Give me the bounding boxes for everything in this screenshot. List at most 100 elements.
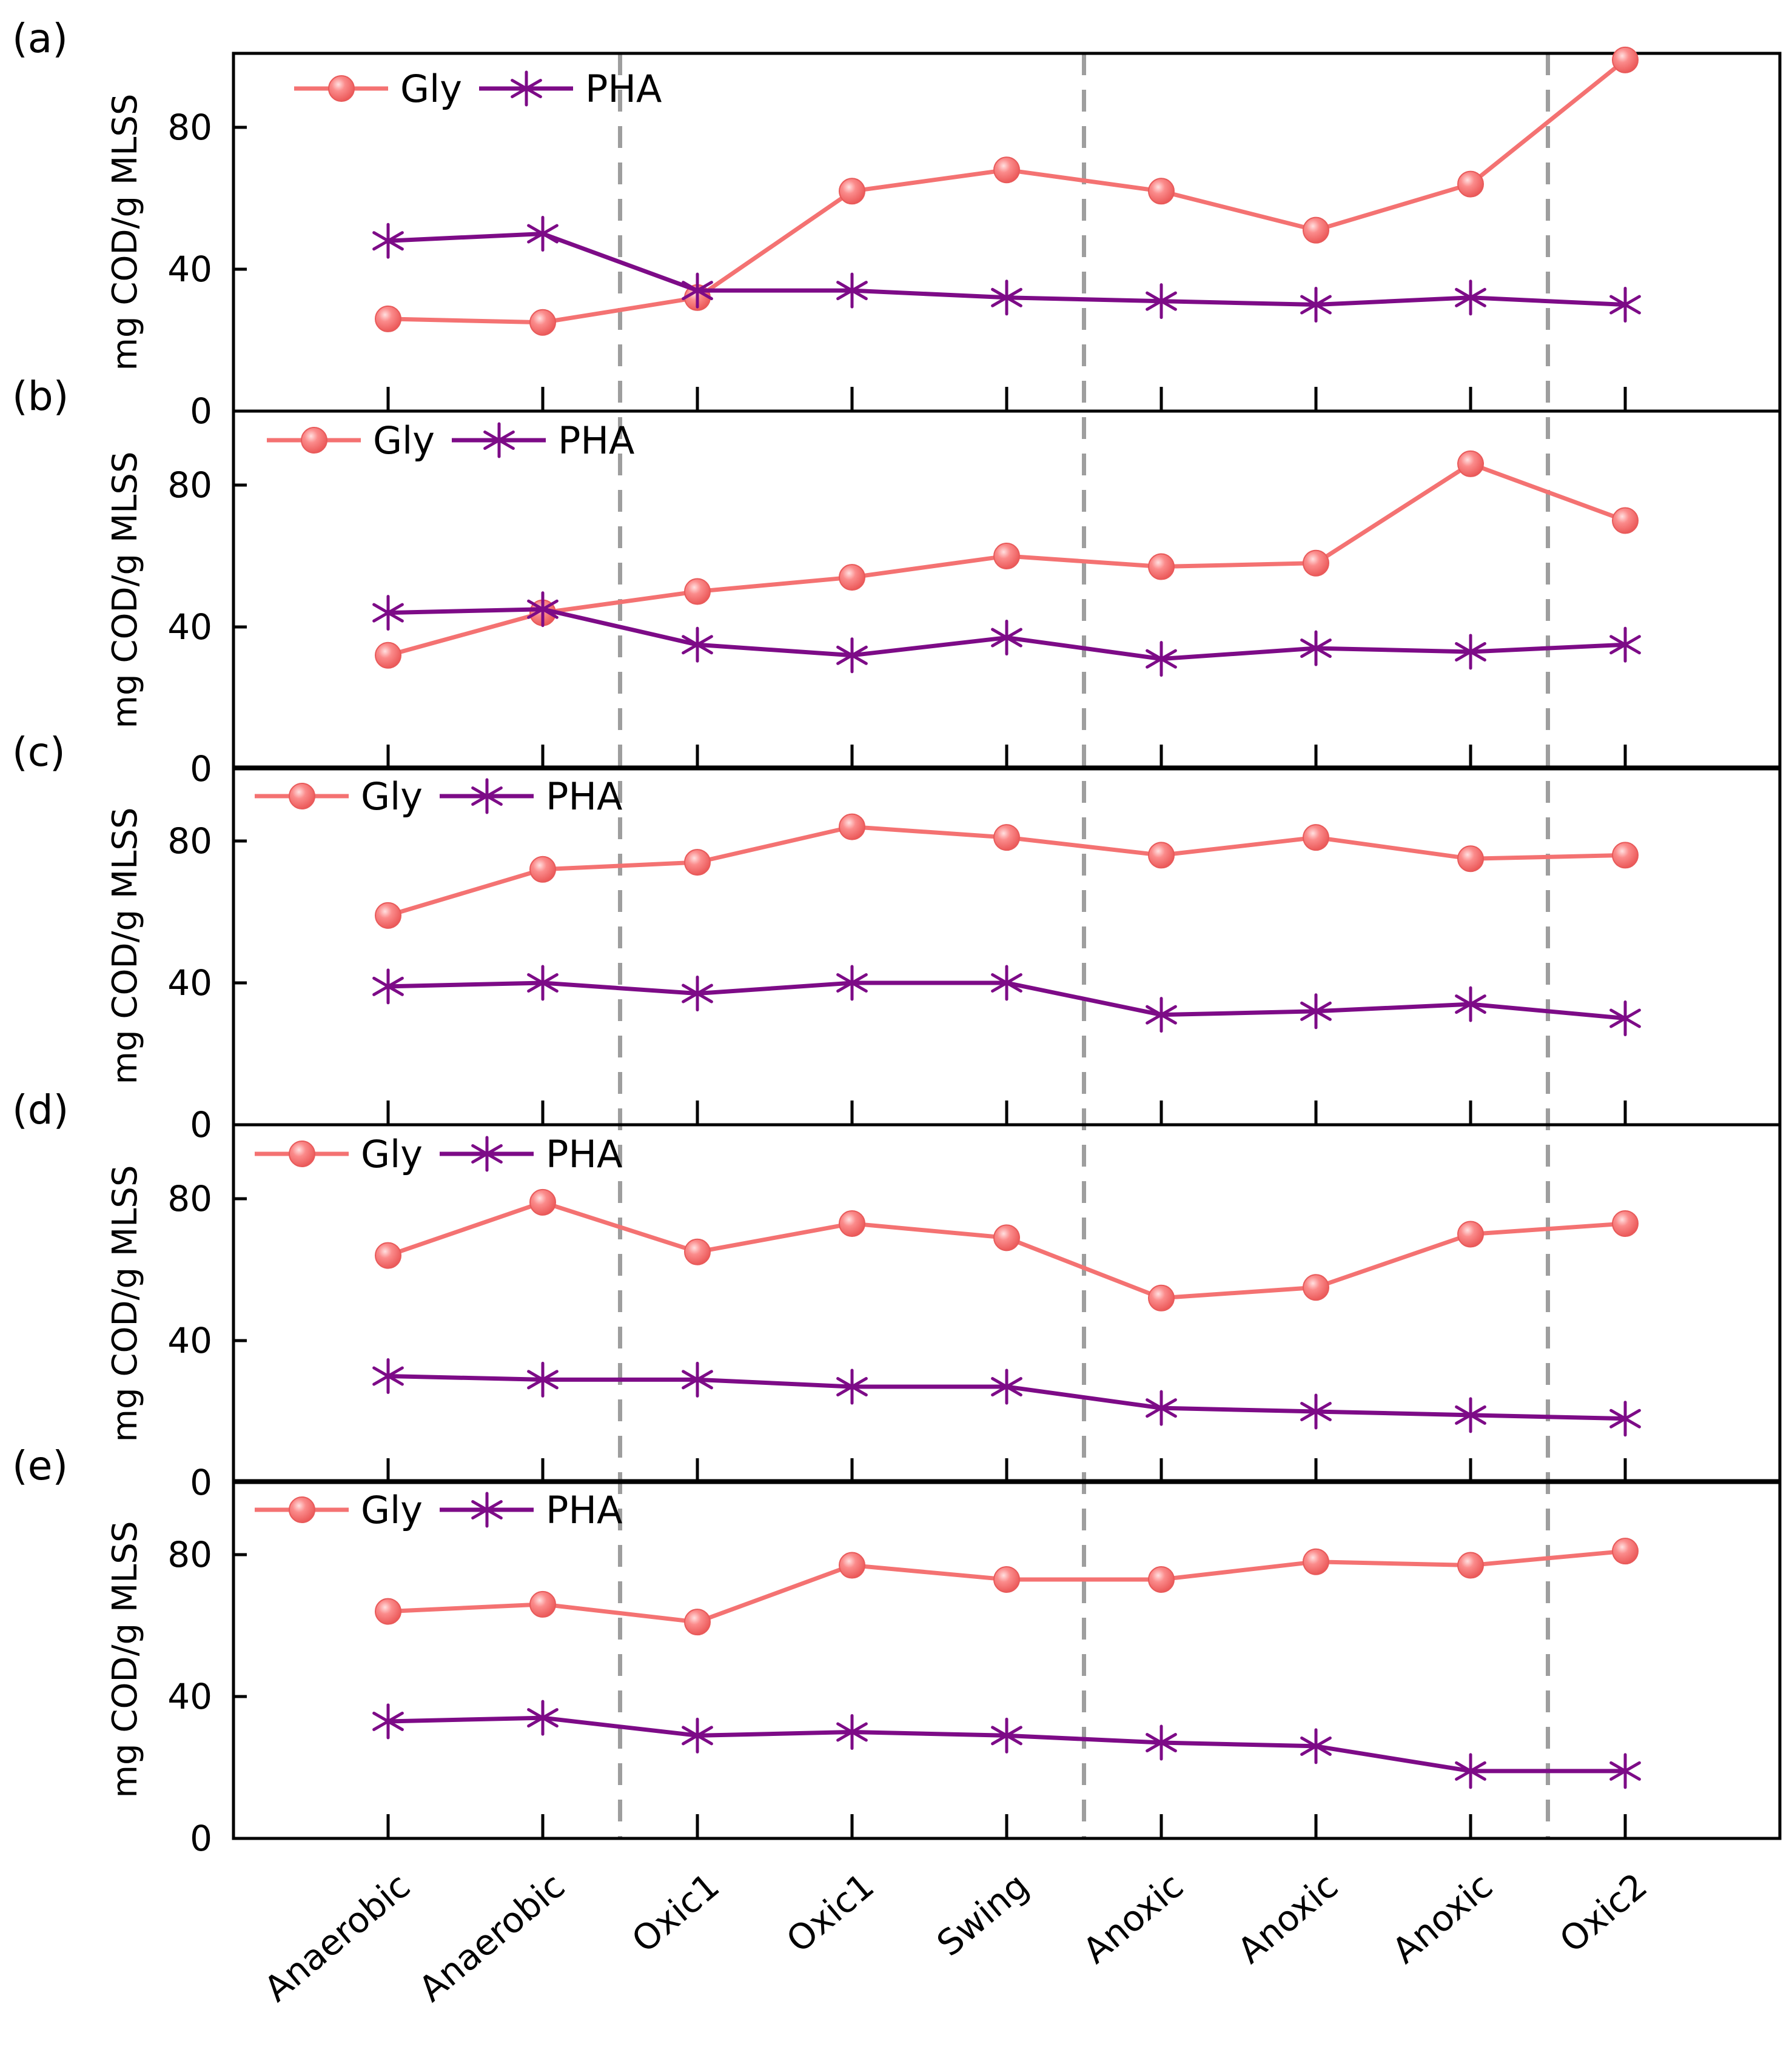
pha-point bbox=[1609, 287, 1641, 323]
gly-point bbox=[1303, 824, 1329, 851]
legend-gly-marker bbox=[289, 1496, 315, 1523]
x-category-label: Oxic1 bbox=[624, 1865, 727, 1961]
y-axis-title: mg COD/g MLSS bbox=[106, 1165, 145, 1442]
y-tick-label: 80 bbox=[167, 820, 212, 862]
legend: Gly PHA bbox=[255, 1488, 622, 1532]
pha-point bbox=[836, 1714, 868, 1750]
legend-gly-marker bbox=[301, 427, 327, 454]
pha-point bbox=[1455, 634, 1486, 670]
legend-gly-label: Gly bbox=[373, 418, 435, 463]
x-category-label: Anoxic bbox=[1230, 1865, 1346, 1972]
y-axis-title: mg COD/g MLSS bbox=[106, 807, 145, 1084]
y-axis-title: mg COD/g MLSS bbox=[106, 451, 145, 728]
legend-pha-label: PHA bbox=[585, 67, 662, 111]
legend: Gly PHA bbox=[294, 67, 662, 111]
pha-point bbox=[991, 280, 1022, 316]
pha-point bbox=[991, 965, 1022, 1001]
legend-pha-label: PHA bbox=[546, 774, 622, 819]
panel-label: (d) bbox=[12, 1087, 69, 1133]
pha-point bbox=[372, 223, 404, 259]
pha-point bbox=[1146, 1390, 1177, 1426]
gly-point bbox=[993, 543, 1020, 569]
legend-gly-label: Gly bbox=[361, 1132, 423, 1176]
x-category-label: Anoxic bbox=[1075, 1865, 1191, 1972]
pha-point bbox=[682, 1361, 713, 1398]
y-tick-label: 40 bbox=[167, 1676, 212, 1717]
y-tick-label: 0 bbox=[190, 1462, 212, 1503]
pha-point bbox=[1300, 1728, 1332, 1764]
gly-point bbox=[1612, 507, 1639, 534]
pha-point bbox=[527, 591, 559, 628]
gly-point bbox=[684, 849, 711, 876]
y-tick-label: 40 bbox=[167, 962, 212, 1003]
legend-pha-label: PHA bbox=[546, 1132, 622, 1176]
gly-point bbox=[375, 902, 401, 929]
x-category-label: Swing bbox=[929, 1865, 1036, 1965]
x-category-label: Anoxic bbox=[1384, 1865, 1500, 1972]
gly-point bbox=[839, 564, 865, 591]
y-tick-label: 0 bbox=[190, 1818, 212, 1859]
pha-point bbox=[527, 965, 559, 1001]
gly-point bbox=[1303, 549, 1329, 577]
gly-point bbox=[375, 1598, 401, 1625]
gly-point bbox=[684, 578, 711, 605]
pha-point bbox=[836, 965, 868, 1001]
legend-pha-marker bbox=[511, 70, 542, 107]
gly-point bbox=[993, 1224, 1020, 1251]
pha-point bbox=[372, 1358, 404, 1394]
y-axis-title: mg COD/g MLSS bbox=[106, 1521, 145, 1798]
y-tick-label: 40 bbox=[167, 1320, 212, 1361]
y-axis-title: mg COD/g MLSS bbox=[106, 93, 145, 370]
gly-point bbox=[1148, 1284, 1175, 1312]
pha-point bbox=[1609, 1753, 1641, 1789]
x-category-label: Oxic2 bbox=[1552, 1865, 1655, 1961]
panel-c: 0 40 80 (c) mg COD/g MLSS Gly PHA bbox=[12, 729, 1782, 1145]
gly-point bbox=[684, 1609, 711, 1636]
gly-point bbox=[1457, 845, 1484, 873]
panel-d: 0 40 80 (d) mg COD/g MLSS Gly PHA bbox=[12, 1087, 1782, 1503]
gly-point bbox=[839, 178, 865, 205]
legend-gly-marker bbox=[289, 783, 315, 809]
panel-a: 0 40 80 (a) mg COD/g MLSS Gly PHA bbox=[12, 15, 1782, 432]
y-tick-label: 0 bbox=[190, 748, 212, 789]
pha-point bbox=[372, 968, 404, 1005]
pha-point bbox=[1609, 1401, 1641, 1437]
pha-point bbox=[1609, 1000, 1641, 1036]
gly-point bbox=[839, 1210, 865, 1237]
x-category-label: Oxic1 bbox=[779, 1865, 882, 1961]
legend-pha-marker bbox=[483, 422, 515, 458]
gly-point bbox=[1303, 216, 1329, 244]
gly-point bbox=[684, 1238, 711, 1265]
pha-point bbox=[527, 1700, 559, 1736]
gly-point bbox=[1457, 450, 1484, 477]
gly-point bbox=[839, 1552, 865, 1579]
gly-point bbox=[1303, 1548, 1329, 1575]
gly-point bbox=[1457, 1552, 1484, 1579]
panel-b: 0 40 80 (b) mg COD/g MLSS Gly PHA bbox=[12, 373, 1782, 789]
pha-point bbox=[527, 1361, 559, 1398]
gly-point bbox=[375, 642, 401, 669]
legend-gly-marker bbox=[289, 1141, 315, 1167]
legend-pha-marker bbox=[471, 778, 503, 814]
pha-point bbox=[682, 272, 713, 309]
pha-point bbox=[836, 272, 868, 309]
legend-pha-label: PHA bbox=[558, 418, 634, 463]
gly-point bbox=[1457, 170, 1484, 198]
legend-gly-label: Gly bbox=[361, 774, 423, 819]
panel-label: (c) bbox=[12, 729, 65, 776]
pha-point bbox=[1455, 280, 1486, 316]
legend: Gly PHA bbox=[255, 774, 622, 819]
pha-point bbox=[527, 216, 559, 252]
legend-pha-label: PHA bbox=[546, 1488, 622, 1532]
legend-gly-marker bbox=[328, 75, 355, 102]
pha-point bbox=[836, 637, 868, 674]
pha-point bbox=[836, 1369, 868, 1405]
pha-point bbox=[372, 1703, 404, 1740]
pha-point bbox=[991, 1717, 1022, 1754]
pha-point bbox=[1300, 630, 1332, 666]
pha-point bbox=[1300, 287, 1332, 323]
x-category-label: Anaerobic bbox=[257, 1865, 418, 2010]
x-category-label: Anaerobic bbox=[411, 1865, 572, 2010]
pha-point bbox=[682, 1717, 713, 1754]
